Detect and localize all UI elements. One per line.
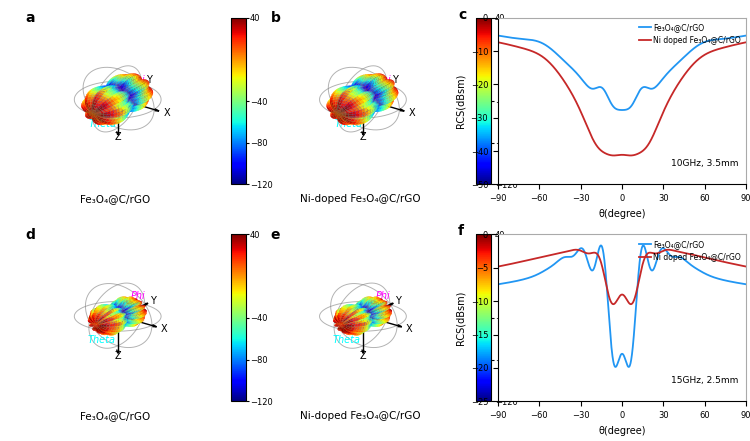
Fe₃O₄@C/rGO <box>494 282 502 287</box>
Text: d: d <box>26 228 35 242</box>
Ni doped Fe₃O₄@C/rGO <box>526 257 536 262</box>
Legend: Fe₃O₄@C/rGO, Ni doped Fe₃O₄@C/rGO: Fe₃O₄@C/rGO, Ni doped Fe₃O₄@C/rGO <box>638 22 742 46</box>
Fe₃O₄@C/rGO <box>526 274 536 280</box>
Ni doped Fe₃O₄@C/rGO <box>626 153 635 158</box>
Y-axis label: RCS(dBsm): RCS(dBsm) <box>455 291 465 345</box>
Ni doped Fe₃O₄@C/rGO <box>602 151 610 156</box>
Ni doped Fe₃O₄@C/rGO <box>664 247 673 252</box>
Ni doped Fe₃O₄@C/rGO <box>624 153 633 158</box>
Fe₃O₄@C/rGO <box>624 364 633 370</box>
Fe₃O₄@C/rGO <box>629 331 638 336</box>
Fe₃O₄@C/rGO <box>536 39 544 45</box>
Fe₃O₄@C/rGO <box>536 271 544 276</box>
Ni doped Fe₃O₄@C/rGO <box>536 255 544 260</box>
Ni doped Fe₃O₄@C/rGO <box>742 40 750 45</box>
Ni doped Fe₃O₄@C/rGO <box>494 264 502 269</box>
Fe₃O₄@C/rGO <box>617 107 626 112</box>
Fe₃O₄@C/rGO <box>624 106 633 111</box>
Fe₃O₄@C/rGO <box>577 76 586 82</box>
Text: a: a <box>26 11 34 25</box>
Fe₃O₄@C/rGO <box>611 364 620 370</box>
Ni doped Fe₃O₄@C/rGO <box>526 48 536 53</box>
Fe₃O₄@C/rGO <box>494 33 502 38</box>
Text: b: b <box>271 11 280 25</box>
Text: f: f <box>458 224 464 239</box>
Ni doped Fe₃O₄@C/rGO <box>624 300 633 305</box>
Fe₃O₄@C/rGO <box>602 273 610 278</box>
Text: Fe₃O₄@C/rGO: Fe₃O₄@C/rGO <box>80 194 151 205</box>
Line: Ni doped Fe₃O₄@C/rGO: Ni doped Fe₃O₄@C/rGO <box>498 250 746 304</box>
Fe₃O₄@C/rGO <box>602 90 610 95</box>
Text: Fe₃O₄@C/rGO: Fe₃O₄@C/rGO <box>80 411 151 421</box>
Line: Fe₃O₄@C/rGO: Fe₃O₄@C/rGO <box>498 36 746 110</box>
Y-axis label: RCS(dBsm): RCS(dBsm) <box>455 74 465 128</box>
Text: 15GHz, 2.5mm: 15GHz, 2.5mm <box>671 376 739 385</box>
Fe₃O₄@C/rGO <box>526 37 536 42</box>
Ni doped Fe₃O₄@C/rGO <box>494 40 502 45</box>
Ni doped Fe₃O₄@C/rGO <box>609 302 618 307</box>
Ni doped Fe₃O₄@C/rGO <box>742 264 750 269</box>
Text: e: e <box>271 228 280 242</box>
Ni doped Fe₃O₄@C/rGO <box>629 298 638 303</box>
Text: 10GHz, 3.5mm: 10GHz, 3.5mm <box>671 159 739 168</box>
Fe₃O₄@C/rGO <box>742 33 750 38</box>
Line: Ni doped Fe₃O₄@C/rGO: Ni doped Fe₃O₄@C/rGO <box>498 42 746 156</box>
Fe₃O₄@C/rGO <box>577 246 586 251</box>
Fe₃O₄@C/rGO <box>596 243 605 248</box>
Fe₃O₄@C/rGO <box>742 282 750 287</box>
Ni doped Fe₃O₄@C/rGO <box>536 52 544 58</box>
Line: Fe₃O₄@C/rGO: Fe₃O₄@C/rGO <box>498 246 746 367</box>
Ni doped Fe₃O₄@C/rGO <box>577 248 586 254</box>
Ni doped Fe₃O₄@C/rGO <box>602 280 610 285</box>
Ni doped Fe₃O₄@C/rGO <box>577 111 586 116</box>
Text: Ni-doped Fe₃O₄@C/rGO: Ni-doped Fe₃O₄@C/rGO <box>300 411 421 421</box>
Text: Ni-doped Fe₃O₄@C/rGO: Ni-doped Fe₃O₄@C/rGO <box>300 194 421 205</box>
Fe₃O₄@C/rGO <box>629 99 638 105</box>
Legend: Fe₃O₄@C/rGO, Ni doped Fe₃O₄@C/rGO: Fe₃O₄@C/rGO, Ni doped Fe₃O₄@C/rGO <box>638 238 742 263</box>
Text: c: c <box>458 7 466 22</box>
X-axis label: θ(degree): θ(degree) <box>598 426 646 436</box>
X-axis label: θ(degree): θ(degree) <box>598 209 646 219</box>
Ni doped Fe₃O₄@C/rGO <box>629 153 638 158</box>
